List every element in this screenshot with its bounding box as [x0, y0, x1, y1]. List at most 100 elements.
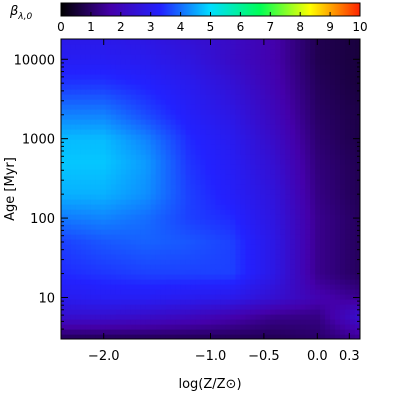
heatmap-cell [155, 309, 162, 315]
heatmap-cell [250, 39, 256, 45]
heatmap-cell [110, 199, 117, 205]
heatmap-cell [61, 44, 67, 50]
heatmap-cell [325, 144, 331, 150]
heatmap-cell [90, 294, 97, 300]
heatmap-cell [230, 134, 237, 140]
heatmap-cell [230, 264, 237, 270]
heatmap-cell [175, 194, 182, 200]
heatmap-cell [330, 39, 336, 45]
heatmap-cell [95, 139, 102, 145]
heatmap-cell [290, 44, 296, 50]
heatmap-cell [205, 204, 212, 210]
heatmap-cell [120, 219, 127, 225]
heatmap-cell [65, 334, 72, 339]
heatmap-cell [140, 214, 147, 220]
heatmap-cell [105, 304, 112, 310]
heatmap-cell [200, 194, 207, 200]
heatmap-cell [315, 174, 321, 180]
heatmap-cell [325, 314, 331, 320]
heatmap-cell [120, 329, 127, 335]
heatmap-cell [335, 309, 341, 315]
heatmap-cell [265, 144, 271, 150]
heatmap-cell [190, 54, 197, 60]
heatmap-cell [235, 164, 241, 170]
heatmap-cell [155, 74, 162, 80]
heatmap-cell [100, 314, 107, 320]
heatmap-cell [180, 234, 187, 240]
heatmap-cell [175, 144, 182, 150]
heatmap-cell [260, 319, 266, 325]
heatmap-cell [95, 99, 102, 105]
heatmap-cell [350, 129, 356, 135]
heatmap-cell [305, 294, 311, 300]
heatmap-cell [340, 164, 346, 170]
heatmap-cell [245, 329, 251, 335]
heatmap-cell [220, 299, 227, 305]
heatmap-cell [160, 234, 167, 240]
heatmap-cell [295, 334, 301, 339]
heatmap-cell [125, 104, 132, 110]
heatmap-cell [190, 319, 197, 325]
heatmap-cell [130, 224, 137, 230]
heatmap-cell [200, 99, 207, 105]
heatmap-cell [235, 74, 241, 80]
heatmap-cell [175, 254, 182, 260]
heatmap-cell [355, 159, 360, 165]
heatmap-cell [185, 224, 192, 230]
heatmap-cell [260, 239, 266, 245]
heatmap-cell [150, 189, 157, 195]
heatmap-cell [325, 194, 331, 200]
heatmap-cell [240, 319, 246, 325]
heatmap-cell [170, 289, 177, 295]
heatmap-cell [100, 329, 107, 335]
heatmap-cell [345, 169, 351, 175]
heatmap-cell [190, 159, 197, 165]
heatmap-cell [325, 224, 331, 230]
heatmap-cell [345, 139, 351, 145]
heatmap-cell [105, 299, 112, 305]
heatmap-cell [350, 134, 356, 140]
heatmap-cell [345, 289, 351, 295]
heatmap-cell [140, 69, 147, 75]
heatmap-cell [195, 144, 202, 150]
heatmap-cell [240, 49, 246, 55]
heatmap-cell [320, 329, 326, 335]
heatmap-cell [270, 299, 276, 305]
heatmap-cell [195, 199, 202, 205]
heatmap-cell [210, 274, 217, 280]
heatmap-cell [125, 304, 132, 310]
heatmap-cell [115, 149, 122, 155]
heatmap-cell [250, 59, 256, 65]
heatmap-cell [345, 109, 351, 115]
heatmap-cell [260, 269, 266, 275]
heatmap-cell [70, 194, 77, 200]
heatmap-cell [315, 54, 321, 60]
heatmap-cell [285, 329, 291, 335]
heatmap-cell [190, 324, 197, 330]
heatmap-cell [100, 309, 107, 315]
heatmap-cell [200, 74, 207, 80]
heatmap-cell [105, 294, 112, 300]
heatmap-cell [85, 154, 92, 160]
heatmap-cell [190, 59, 197, 65]
heatmap-cell [340, 174, 346, 180]
heatmap-cell [220, 259, 227, 265]
heatmap-cell [155, 204, 162, 210]
heatmap-cell [275, 284, 281, 290]
heatmap-cell [200, 134, 207, 140]
heatmap-cell [110, 139, 117, 145]
heatmap-cell [100, 119, 107, 125]
heatmap-cell [140, 99, 147, 105]
heatmap-cell [215, 244, 222, 250]
heatmap-cell [280, 59, 286, 65]
heatmap-cell [205, 314, 212, 320]
heatmap-cell [61, 299, 67, 305]
heatmap-cell [270, 219, 276, 225]
heatmap-cell [210, 204, 217, 210]
heatmap-cell [205, 229, 212, 235]
heatmap-cell [260, 299, 266, 305]
heatmap-cell [225, 254, 232, 260]
heatmap-cell [160, 194, 167, 200]
heatmap-cell [80, 284, 87, 290]
heatmap-cell [240, 64, 246, 70]
